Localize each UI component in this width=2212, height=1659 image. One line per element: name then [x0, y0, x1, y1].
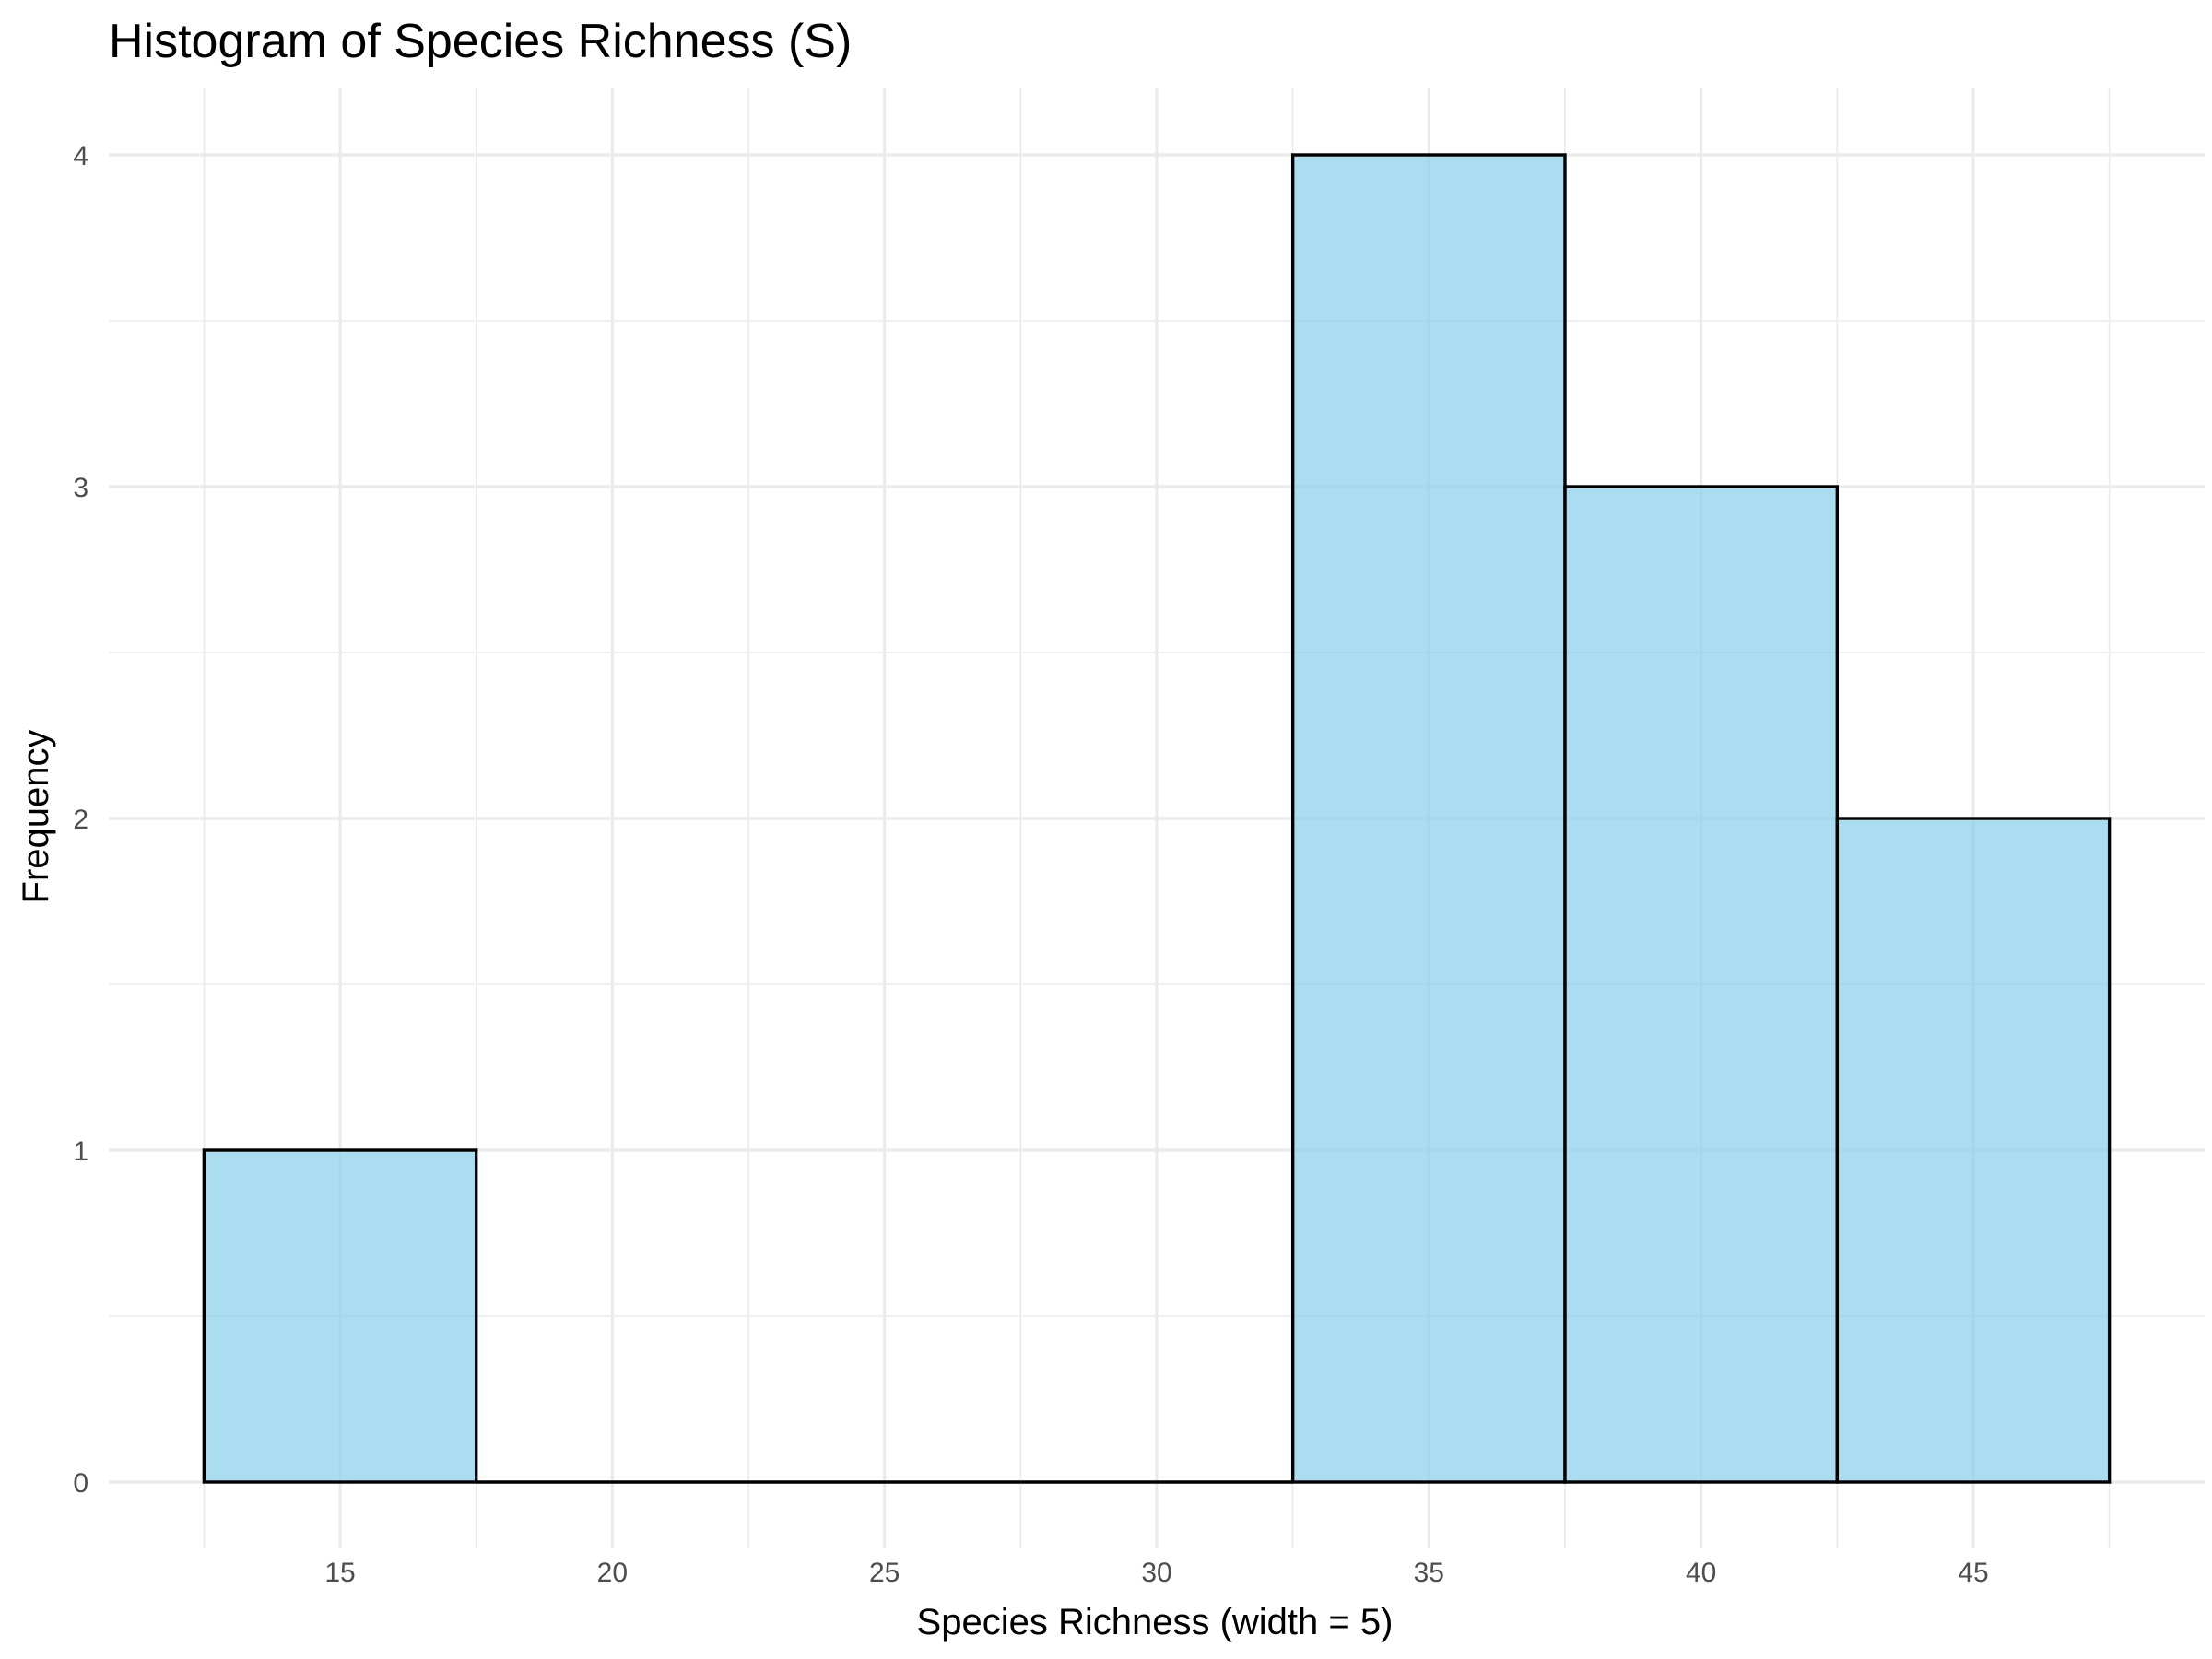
- x-tick-label: 25: [869, 1558, 900, 1588]
- x-axis-title: Species Richness (width = 5): [917, 1602, 1394, 1642]
- y-tick-label: 1: [73, 1136, 88, 1167]
- x-tick-label: 30: [1141, 1558, 1171, 1588]
- histogram-bar: [202, 1148, 478, 1484]
- histogram-bar: [1835, 817, 2112, 1484]
- y-tick-label: 4: [73, 141, 88, 171]
- x-tick-label: 45: [1958, 1558, 1988, 1588]
- y-tick-label: 0: [73, 1468, 88, 1499]
- x-tick-label: 35: [1414, 1558, 1444, 1588]
- x-tick-label: 15: [324, 1558, 355, 1588]
- y-axis-ticks: 0 1 2 3 4: [73, 141, 88, 1499]
- y-axis-title: Frequency: [16, 730, 56, 904]
- histogram-bar: [1563, 485, 1840, 1484]
- histogram-bar: [1290, 153, 1567, 1484]
- y-tick-label: 2: [73, 805, 88, 835]
- histogram-bars: [202, 153, 2112, 1484]
- chart-title: Histogram of Species Richness (S): [109, 15, 852, 68]
- y-tick-label: 3: [73, 473, 88, 503]
- x-axis-ticks: 15 20 25 30 35 40 45: [324, 1558, 1988, 1588]
- x-tick-label: 20: [597, 1558, 628, 1588]
- x-tick-label: 40: [1686, 1558, 1716, 1588]
